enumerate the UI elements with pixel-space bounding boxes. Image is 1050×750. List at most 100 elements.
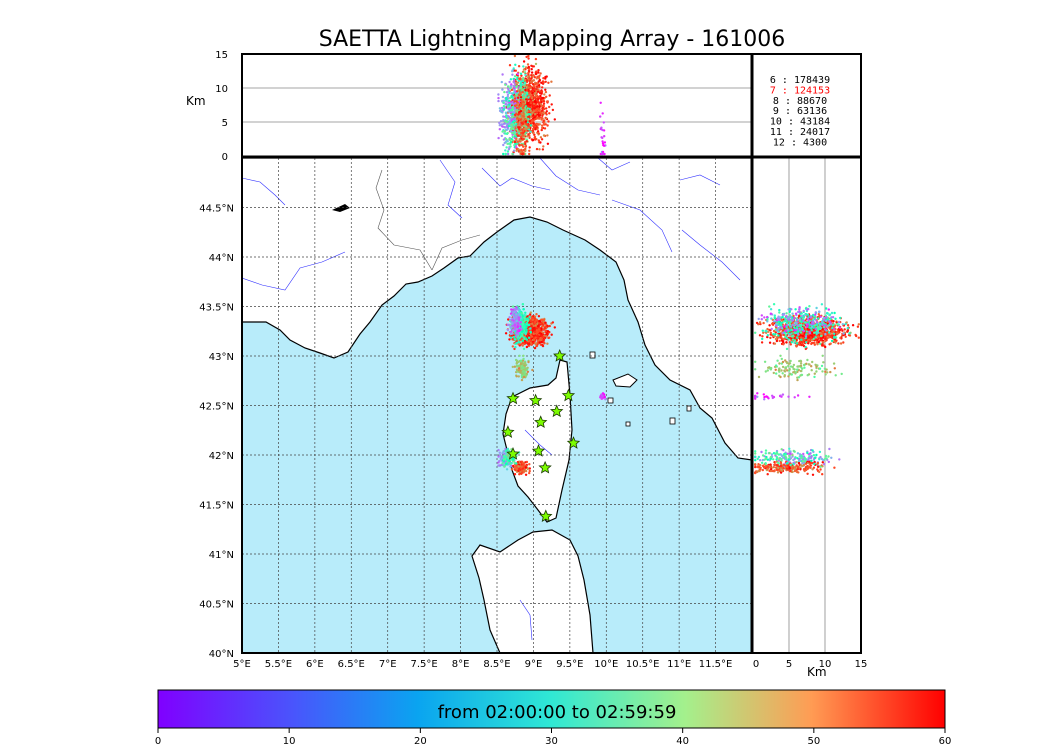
lightning-source — [785, 347, 789, 351]
mainland-land — [242, 158, 752, 461]
lightning-source — [528, 463, 531, 466]
lightning-source — [519, 139, 522, 142]
lightning-source — [507, 142, 510, 145]
lightning-source — [538, 114, 542, 117]
lightning-source — [791, 323, 794, 326]
count-entry: 8 : 88670 — [773, 96, 827, 107]
lightning-source — [539, 336, 542, 340]
lightning-source — [530, 342, 533, 345]
lightning-source — [517, 316, 521, 320]
lightning-source — [527, 54, 530, 58]
lightning-source — [511, 345, 514, 348]
lightning-source — [807, 336, 810, 339]
lightning-source — [526, 107, 529, 110]
lightning-source — [783, 317, 787, 320]
lightning-source — [508, 91, 511, 95]
lightning-source — [815, 323, 819, 327]
lightning-source — [503, 125, 506, 129]
lightning-source — [810, 329, 813, 332]
lightning-source — [526, 342, 529, 345]
map-grid — [242, 158, 752, 653]
lightning-source — [535, 332, 539, 335]
lightning-source — [857, 323, 860, 326]
lightning-source — [506, 131, 509, 135]
lightning-source — [518, 92, 522, 95]
lightning-source — [517, 318, 521, 322]
lightning-source — [546, 124, 549, 127]
lightning-source — [531, 111, 534, 115]
lightning-source — [537, 123, 540, 126]
lat-tick-label: 44.5°N — [199, 204, 234, 215]
elba — [612, 373, 638, 388]
lightning-source — [845, 321, 848, 324]
lightning-source — [521, 144, 524, 147]
lightning-source — [517, 465, 520, 468]
alt-lon-ylabel: Km — [186, 94, 206, 108]
lightning-source — [521, 122, 525, 126]
lightning-source — [534, 57, 538, 61]
lon-tick-label: 8.5°E — [483, 659, 510, 670]
lightning-source — [795, 342, 799, 345]
lat-tick-label: 40°N — [209, 649, 234, 660]
lightning-source — [504, 149, 507, 152]
lightning-source — [511, 329, 515, 332]
lightning-source — [799, 320, 802, 323]
lightning-source — [530, 324, 533, 328]
lightning-source — [798, 306, 801, 309]
lightning-source — [785, 312, 788, 315]
lat-tick-label: 44°N — [209, 253, 234, 264]
lightning-source — [542, 338, 546, 341]
lightning-source — [519, 335, 522, 338]
lightning-source — [525, 113, 529, 116]
lightning-source — [787, 338, 790, 341]
lightning-source — [829, 342, 832, 345]
lightning-source — [522, 106, 525, 110]
lightning-source — [807, 342, 810, 345]
lightning-source — [600, 396, 603, 400]
lightning-source — [504, 455, 507, 458]
lon-tick-label: 5°E — [233, 659, 251, 670]
lightning-source — [506, 150, 510, 153]
lightning-source — [521, 152, 524, 156]
count-entry: 10 : 43184 — [770, 117, 830, 128]
lightning-source — [522, 375, 526, 379]
lightning-source — [532, 85, 535, 88]
lon-tick-label: 10.5°E — [626, 659, 660, 670]
lightning-source — [504, 119, 507, 122]
lightning-source — [516, 142, 519, 146]
lat-tick-label: 43.5°N — [199, 303, 234, 314]
lightning-source — [601, 142, 605, 145]
lat-tick-label: 42°N — [209, 451, 234, 462]
lightning-source — [507, 318, 510, 321]
lightning-source — [783, 325, 786, 328]
lightning-source — [526, 126, 529, 130]
lightning-source — [533, 346, 537, 350]
lightning-source — [791, 338, 795, 341]
lightning-source — [812, 334, 816, 338]
lightning-source — [536, 334, 539, 338]
lightning-source — [533, 107, 536, 110]
lightning-source — [524, 142, 527, 146]
lightning-source — [540, 318, 544, 322]
lightning-source — [542, 104, 545, 108]
lightning-source — [540, 92, 543, 95]
lightning-source — [801, 334, 804, 338]
lightning-source — [524, 145, 527, 148]
lightning-source — [769, 331, 773, 335]
lightning-source — [820, 334, 823, 338]
lightning-source — [846, 327, 849, 330]
lightning-source — [824, 335, 827, 339]
lightning-source — [497, 464, 500, 467]
lightning-source — [814, 318, 818, 321]
lightning-source — [510, 125, 513, 129]
lightning-source — [519, 98, 522, 102]
lightning-source — [844, 322, 847, 326]
lightning-source — [786, 328, 789, 332]
lightning-source — [511, 135, 514, 139]
lightning-source — [513, 54, 517, 58]
lightning-source — [528, 84, 531, 87]
lightning-source — [505, 120, 509, 124]
lightning-source — [524, 88, 527, 92]
lightning-source — [777, 334, 780, 337]
lightning-source — [503, 90, 506, 94]
